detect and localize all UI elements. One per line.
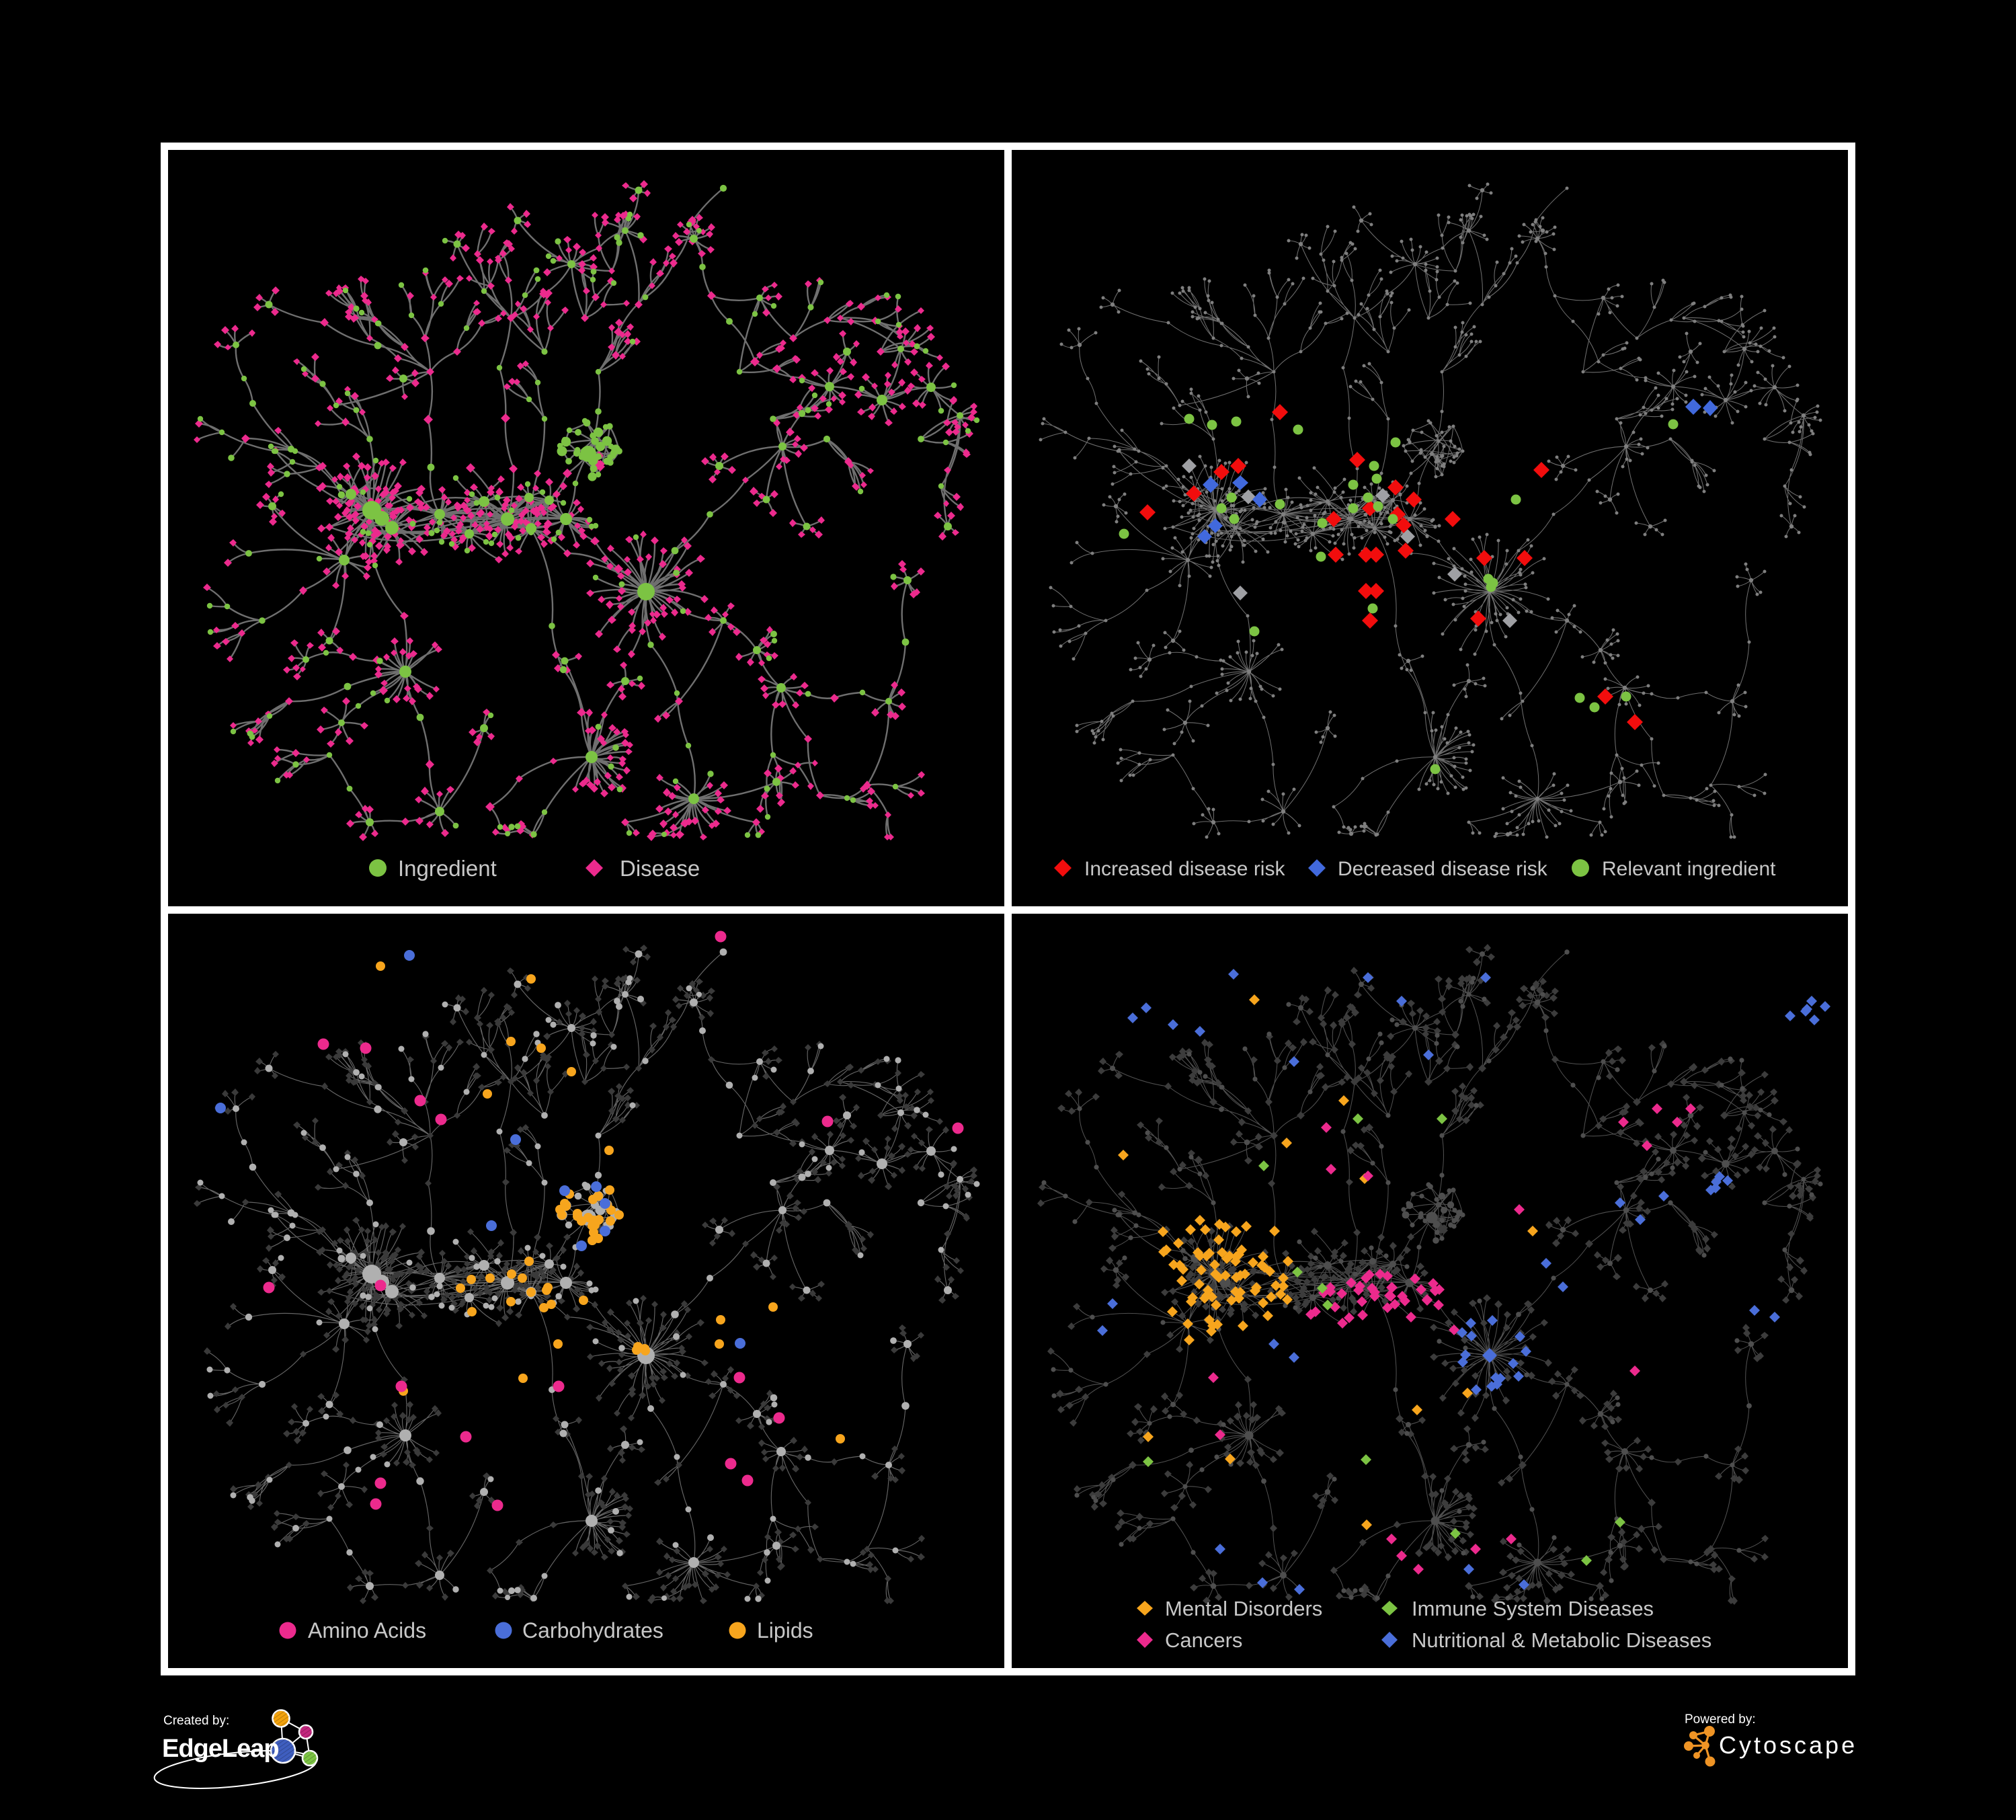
- svg-text:EdgeLeap: EdgeLeap: [162, 1735, 279, 1763]
- svg-text:Disease: Disease: [620, 856, 700, 881]
- svg-text:Cancers: Cancers: [1165, 1628, 1242, 1652]
- svg-text:Amino Acids: Amino Acids: [308, 1618, 426, 1643]
- svg-text:Carbohydrates: Carbohydrates: [522, 1618, 663, 1643]
- svg-text:Cytoscape: Cytoscape: [1719, 1731, 1857, 1759]
- svg-text:Relevant ingredient: Relevant ingredient: [1602, 858, 1776, 880]
- svg-text:Created by:: Created by:: [163, 1714, 229, 1728]
- svg-text:Decreased disease risk: Decreased disease risk: [1338, 858, 1548, 880]
- svg-text:Increased disease risk: Increased disease risk: [1084, 858, 1285, 880]
- svg-text:Ingredient: Ingredient: [398, 856, 497, 881]
- svg-text:Powered by:: Powered by:: [1685, 1712, 1756, 1727]
- svg-text:Nutritional & Metabolic Diseas: Nutritional & Metabolic Diseases: [1412, 1628, 1711, 1652]
- svg-text:Immune System Diseases: Immune System Diseases: [1412, 1597, 1654, 1620]
- svg-text:Mental Disorders: Mental Disorders: [1165, 1597, 1322, 1620]
- svg-text:Lipids: Lipids: [757, 1618, 813, 1643]
